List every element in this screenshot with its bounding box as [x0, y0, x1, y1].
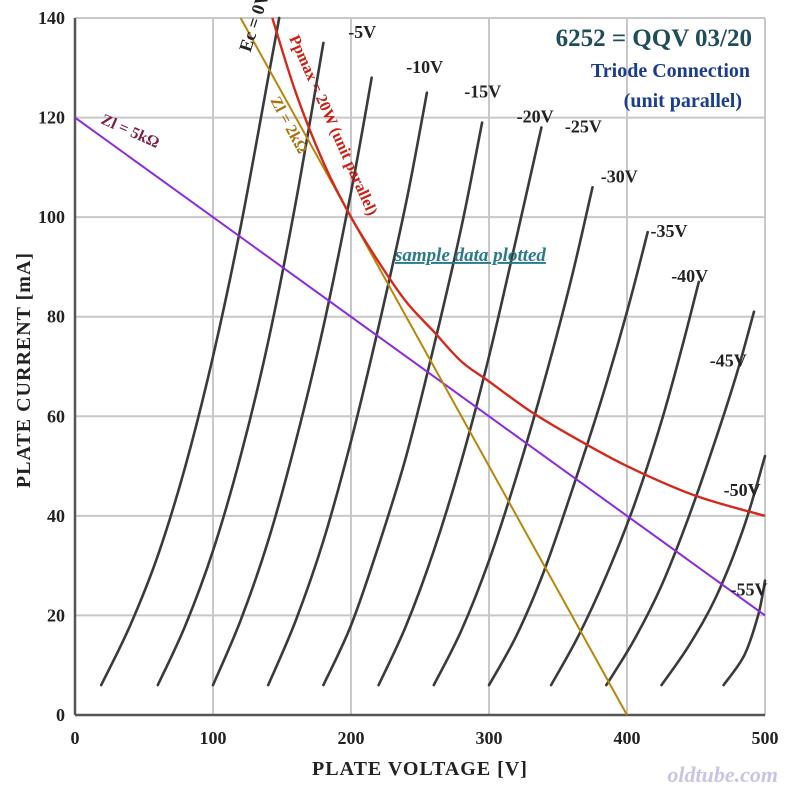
plate-curve-10	[660, 454, 767, 687]
x-tick-label: 200	[338, 728, 365, 748]
curve-label-4: -20V	[517, 107, 554, 127]
curve-label-7: -35V	[651, 221, 688, 241]
y-tick-label: 120	[38, 108, 65, 128]
sample-data-note: sample data plotted	[394, 245, 546, 266]
curve-label-0: Ec = 0V	[235, 0, 273, 54]
chart-subtitle-line2: (unit parallel)	[624, 90, 742, 112]
plate-curve-5	[377, 126, 543, 687]
curve-label-5: -25V	[565, 117, 602, 137]
y-tick-label: 0	[56, 705, 65, 725]
load-lines-layer	[74, 17, 766, 716]
y-tick-label: 80	[47, 307, 65, 327]
plate-curve-1	[156, 41, 325, 687]
curve-label-2: -10V	[406, 57, 443, 77]
load-line-0	[74, 116, 766, 617]
plate-curve-11	[722, 579, 767, 687]
plate-curve-9	[605, 310, 756, 687]
y-tick-label: 20	[47, 605, 65, 625]
x-tick-label: 0	[71, 728, 80, 748]
y-tick-label: 100	[38, 207, 65, 227]
y-tick-label: 60	[47, 406, 65, 426]
x-tick-label: 100	[200, 728, 227, 748]
watermark-text: oldtube.com	[667, 762, 778, 787]
plate-curve-0	[99, 16, 281, 687]
y-tick-label: 40	[47, 506, 65, 526]
pmax-layer	[271, 17, 766, 518]
curve-label-1: -5V	[348, 22, 376, 42]
curve-label-10: -50V	[724, 480, 761, 500]
x-tick-label: 300	[476, 728, 503, 748]
plate-curve-2	[211, 76, 373, 687]
curve-label-6: -30V	[601, 166, 638, 186]
curve-label-11: -55V	[731, 580, 768, 600]
plate-curve-4	[322, 121, 484, 687]
plate-curve-6	[432, 186, 594, 687]
grid-layer: 0 100 200 300 400 500 0 20 40 60 80 100 120 140	[38, 8, 779, 748]
plate-curve-3	[266, 91, 429, 687]
x-tick-label: 400	[614, 728, 641, 748]
chart-title: 6252 = QQV 03/20	[556, 25, 752, 52]
pmax-curve	[271, 17, 766, 518]
load-line-1	[239, 17, 628, 716]
curve-label-9: -45V	[710, 351, 747, 371]
curve-label-3: -15V	[464, 82, 501, 102]
curves-layer	[99, 16, 767, 687]
y-axis-title: PLATE CURRENT [mA]	[13, 252, 35, 488]
chart-subtitle-line1: Triode Connection	[591, 60, 750, 82]
curve-label-8: -40V	[671, 266, 708, 286]
x-axis-title: PLATE VOLTAGE [V]	[312, 758, 528, 780]
plate-curve-8	[549, 280, 701, 687]
x-tick-label: 500	[752, 728, 779, 748]
plate-curve-7	[487, 230, 649, 687]
y-tick-label: 140	[38, 8, 65, 28]
